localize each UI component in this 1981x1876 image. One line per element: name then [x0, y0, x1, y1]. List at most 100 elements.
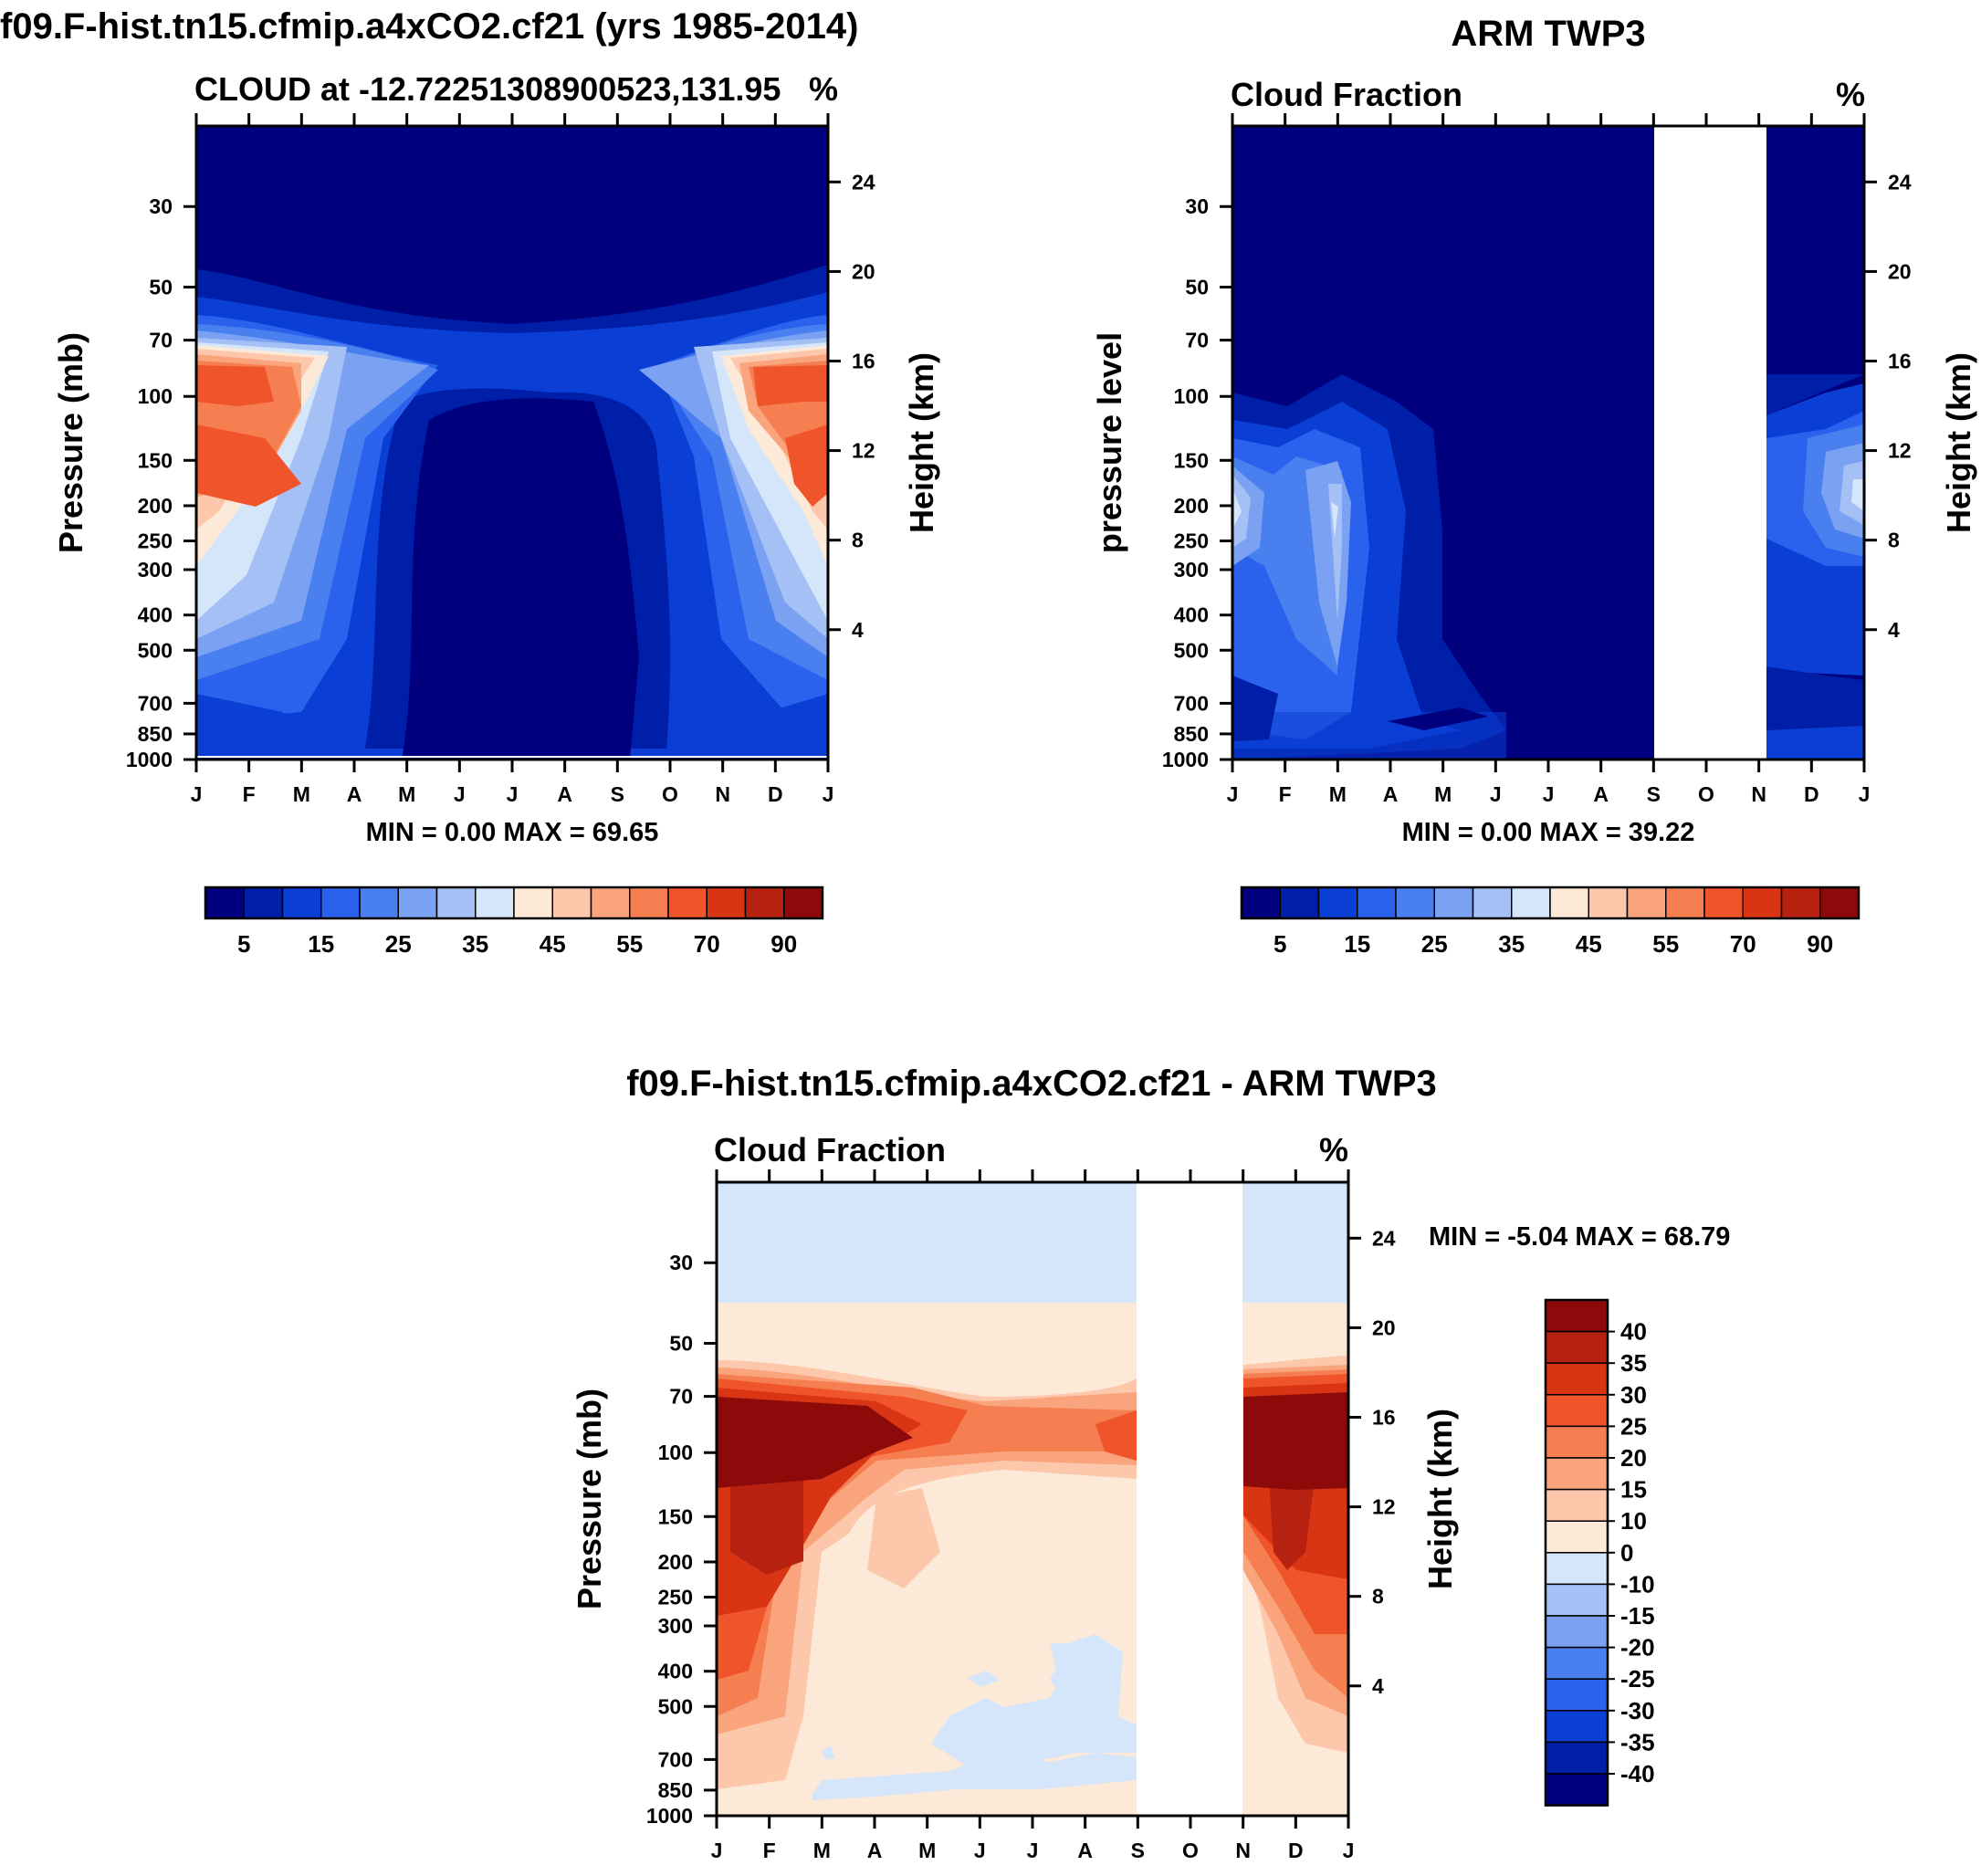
colorbar-swatch — [1433, 886, 1474, 919]
x-tick-label: J — [1027, 1839, 1039, 1862]
colorbar-label: 5 — [1274, 930, 1286, 958]
colorbar-swatch — [1545, 1678, 1609, 1712]
colorbar-label: -25 — [1620, 1665, 1655, 1693]
colorbar-label: 40 — [1620, 1318, 1647, 1346]
y-tick-label: 250 — [658, 1586, 693, 1609]
height-tick-label: 8 — [1888, 529, 1900, 552]
colorbar-swatch — [1545, 1710, 1609, 1744]
y-tick-label: 70 — [149, 329, 173, 352]
units-label: % — [1319, 1131, 1348, 1169]
colorbar-swatch — [1703, 886, 1744, 919]
x-tick-label: M — [813, 1839, 831, 1862]
y-tick-label: 250 — [1174, 529, 1209, 553]
x-tick-label: O — [662, 782, 678, 806]
colorbar-swatch — [1545, 1488, 1609, 1522]
height-tick-label: 12 — [1888, 439, 1912, 463]
x-tick-label: M — [293, 782, 310, 806]
y-tick-label: 850 — [1174, 722, 1209, 746]
colorbar: 5 15 25 35 45 55 70 90 — [1240, 886, 1860, 958]
colorbar-swatch — [1545, 1299, 1609, 1333]
colorbar-label: 90 — [770, 930, 797, 958]
colorbar-swatch — [397, 886, 438, 919]
y-tick-label: 50 — [149, 275, 173, 299]
colorbar-label: 25 — [1620, 1412, 1647, 1440]
panel-subtitle: CLOUD at -12.72251308900523,131.95 — [194, 70, 781, 108]
y-tick-label: 250 — [138, 529, 173, 553]
colorbar-label: 35 — [462, 930, 488, 958]
colorbar: 5 15 25 35 45 55 70 90 — [204, 886, 824, 958]
panel-subtitle: Cloud Fraction — [714, 1131, 946, 1169]
cloud-contours — [1232, 126, 1864, 760]
y-tick-label: 30 — [669, 1251, 693, 1274]
colorbar-label: -30 — [1620, 1697, 1655, 1724]
height-tick-label: 20 — [852, 259, 875, 283]
colorbar-swatch — [706, 886, 747, 919]
y-tick-label: 30 — [149, 194, 173, 218]
cloud-contours — [196, 126, 828, 760]
height-tick-label: 16 — [852, 349, 875, 372]
colorbar-swatch — [1357, 886, 1397, 919]
colorbar-label: 35 — [1498, 930, 1525, 958]
colorbar-swatch — [1545, 1773, 1609, 1807]
colorbar-swatch — [204, 886, 245, 919]
x-tick-label: M — [1329, 782, 1347, 806]
x-tick-label: J — [711, 1839, 723, 1862]
y-tick-label: 50 — [1185, 275, 1209, 299]
colorbar-label: 15 — [1620, 1476, 1647, 1504]
x-tick-label: A — [867, 1839, 883, 1862]
y-axis-label-right: Height (km) — [903, 352, 940, 533]
y-tick-label: 150 — [1174, 448, 1209, 472]
y-tick-label: 1000 — [126, 748, 173, 771]
height-tick-label: 24 — [852, 170, 875, 194]
y-tick-label: 500 — [658, 1694, 693, 1718]
colorbar-label: 5 — [237, 930, 250, 958]
y-tick-label: 200 — [658, 1550, 693, 1574]
panel-title: f09.F-hist.tn15.cfmip.a4xCO2.cf21 - ARM … — [626, 1064, 1437, 1104]
height-tick-label: 16 — [1888, 349, 1912, 372]
colorbar-swatch — [744, 886, 785, 919]
colorbar-swatch — [1279, 886, 1320, 919]
y-tick-label: 300 — [1174, 558, 1209, 582]
colorbar-swatch — [551, 886, 592, 919]
x-tick-label: N — [1235, 1839, 1251, 1862]
x-tick-label: S — [1647, 782, 1661, 806]
colorbar-swatch — [1742, 886, 1783, 919]
y-tick-label: 400 — [1174, 603, 1209, 627]
colorbar-swatch — [1317, 886, 1358, 919]
x-tick-label: J — [974, 1839, 986, 1862]
y-tick-label: 300 — [658, 1614, 693, 1638]
colorbar-swatch — [1545, 1583, 1609, 1617]
colorbar-swatch — [1780, 886, 1821, 919]
x-tick-label: A — [1383, 782, 1399, 806]
colorbar-swatch — [667, 886, 708, 919]
x-tick-label: F — [1279, 782, 1292, 806]
colorbar-swatch — [1549, 886, 1589, 919]
colorbar-swatch — [1545, 1394, 1609, 1428]
y-axis-label: pressure level — [1091, 332, 1128, 553]
x-tick-label: D — [1288, 1839, 1304, 1862]
y-axis-label-right: Height (km) — [1421, 1409, 1459, 1589]
x-tick-label: J — [1859, 782, 1871, 806]
y-tick-label: 50 — [669, 1331, 693, 1355]
colorbar-label: 15 — [1344, 930, 1370, 958]
y-tick-label: 100 — [658, 1441, 693, 1464]
colorbar-swatch — [590, 886, 631, 919]
colorbar-label: 25 — [385, 930, 412, 958]
units-label: % — [1836, 76, 1865, 113]
y-tick-label: 100 — [138, 384, 173, 408]
y-tick-label: 850 — [138, 722, 173, 746]
colorbar-swatch — [1545, 1425, 1609, 1459]
colorbar-swatch — [1472, 886, 1513, 919]
colorbar-swatch — [1545, 1552, 1609, 1586]
panel-model: f09.F-hist.tn15.cfmip.a4xCO2.cf21 (yrs 1… — [0, 6, 940, 958]
height-tick-label: 4 — [1888, 618, 1900, 642]
x-tick-label: M — [1434, 782, 1452, 806]
colorbar-swatch — [1545, 1646, 1609, 1680]
x-tick-label: J — [1543, 782, 1555, 806]
axis-ticks: J F M A M J J A S O N D J 30 50 70 100 150 200 250 300 400 500… — [126, 113, 875, 806]
x-tick-label: F — [763, 1839, 776, 1862]
min-max-label: MIN = 0.00 MAX = 69.65 — [366, 818, 659, 847]
colorbar-swatch — [281, 886, 322, 919]
y-tick-label: 500 — [138, 638, 173, 662]
